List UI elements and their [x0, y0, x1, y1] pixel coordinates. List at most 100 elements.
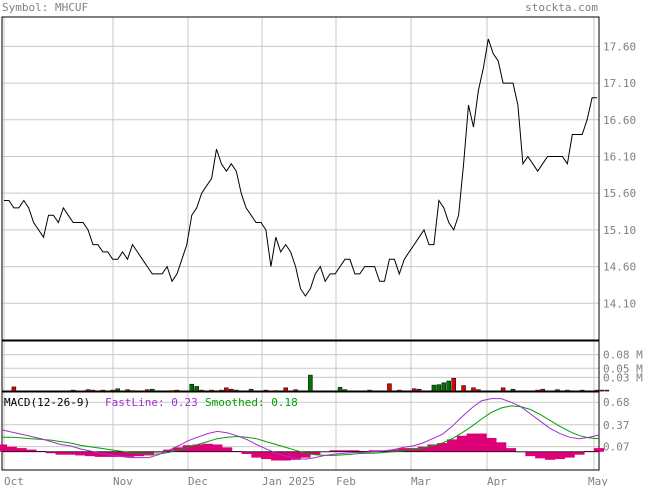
panel-border — [1, 340, 600, 392]
volume-bar-down — [411, 388, 417, 392]
volume-bar-down — [70, 389, 76, 392]
macd-hist-bar — [535, 451, 546, 459]
macd-hist-bar — [84, 451, 96, 457]
volume-bar-down — [273, 390, 279, 392]
macd-hist-bar — [505, 448, 517, 452]
macd-hist-bar — [124, 451, 135, 457]
macd-hist-bar — [231, 451, 243, 452]
macd-hist-bar — [0, 444, 8, 452]
macd-hist-bar — [153, 451, 164, 453]
volume-bar-up — [248, 388, 254, 392]
macd-hist-bar — [476, 433, 487, 452]
macd-hist-bar — [349, 450, 360, 452]
site-label[interactable]: stockta.com — [525, 1, 598, 14]
price-line — [4, 38, 597, 297]
macd-hist-bar — [368, 450, 380, 452]
volume-bar-down — [500, 387, 506, 392]
volume-bar-down — [174, 389, 180, 392]
series-lines — [1, 38, 600, 460]
macd-hist-bar — [398, 448, 409, 452]
macd-hist-bar — [261, 451, 272, 460]
macd-hist-bar — [437, 443, 448, 452]
macd-hist-bar — [202, 443, 213, 452]
x-tick-label: May — [588, 475, 608, 486]
macd-fast-label: FastLine: 0.23 — [105, 396, 198, 409]
volume-bar-down — [130, 390, 135, 392]
volume-bar-up — [510, 388, 516, 392]
volume-bar-down — [476, 389, 481, 392]
macd-hist-bar — [310, 451, 321, 455]
volume-bar-down — [451, 378, 456, 392]
macd-hist-bar — [221, 447, 233, 452]
volume-tick-label: 0.03 M — [603, 371, 643, 384]
volume-bar-down — [416, 388, 422, 392]
macd-hist-bar — [554, 451, 565, 460]
macd-hist-bar — [339, 450, 350, 452]
volume-bar-up — [189, 383, 195, 392]
macd-hist-bar — [94, 451, 106, 457]
macd-hist-bar — [36, 451, 47, 452]
volume-bar-up — [125, 389, 130, 392]
x-tick-label: Oct — [4, 475, 24, 486]
macd-hist-bar — [251, 451, 262, 458]
x-tick-label: Nov — [113, 475, 133, 486]
macd-hist-bar — [212, 444, 223, 452]
volume-bar-up — [308, 374, 313, 392]
volume-bar-down — [535, 389, 540, 392]
axis-labels: Oct Nov Dec Jan 2025 Feb Mar Apr May 17.60 17.10 1… — [4, 40, 643, 488]
volume-bar-down — [540, 388, 545, 392]
volume-bar-down — [90, 389, 96, 392]
volume-bar-up — [446, 380, 451, 392]
price-tick-label: 14.10 — [603, 297, 636, 310]
macd-hist-bar — [133, 451, 145, 457]
macd-hist-bar — [75, 451, 86, 456]
panel-borders — [1, 16, 600, 471]
price-tick-label: 15.60 — [603, 187, 636, 200]
volume-tick-label: 0.05 M — [603, 362, 643, 375]
macd-fast-line — [1, 398, 600, 460]
volume-bar-up — [115, 388, 120, 392]
volume-bar-down — [461, 385, 466, 392]
macd-hist-bar — [16, 448, 27, 452]
macd-tick-label: 0.37 — [603, 419, 630, 432]
volume-bar-up — [436, 384, 442, 392]
macd-hist-bar — [447, 439, 458, 452]
macd-hist-bar — [173, 447, 184, 452]
x-tick-label: Feb — [336, 475, 356, 486]
volume-bar-down — [283, 387, 288, 392]
macd-hist-bar — [45, 451, 57, 454]
macd-hist-bar — [270, 451, 282, 461]
price-tick-label: 15.10 — [603, 224, 636, 237]
macd-tick-label: 0.68 — [603, 396, 630, 409]
volume-bar-down — [11, 386, 17, 392]
volume-bar-down — [110, 389, 115, 392]
volume-bar-down — [565, 389, 570, 392]
macd-smooth-label: Smoothed: 0.18 — [205, 396, 298, 409]
volume-bar-down — [219, 389, 224, 392]
volume-bar-up — [579, 389, 585, 392]
volume-bar-up — [431, 384, 437, 392]
x-tick-label: Dec — [188, 475, 208, 486]
volume-bar-down — [604, 389, 610, 392]
volume-bar-up — [342, 389, 348, 392]
volume-bar-down — [599, 389, 605, 392]
volume-bar-up — [337, 387, 343, 392]
macd-hist-bar — [55, 451, 66, 455]
macd-hist-bar — [241, 451, 252, 454]
macd-hist-bar — [192, 444, 203, 452]
macd-hist-bar — [456, 435, 468, 452]
macd-hist-bar — [290, 451, 301, 460]
x-tick-label: Apr — [487, 475, 507, 486]
volume-bars — [11, 374, 610, 392]
volume-bar-down — [367, 389, 372, 392]
volume-bar-down — [234, 389, 239, 392]
volume-bar-up — [194, 386, 199, 392]
volume-bar-down — [397, 389, 402, 392]
price-tick-label: 16.10 — [603, 150, 636, 163]
macd-hist-bar — [417, 446, 428, 452]
macd-hist-bar — [329, 450, 340, 452]
volume-bar-down — [387, 383, 392, 392]
x-tick-label: Jan 2025 — [262, 475, 315, 486]
macd-hist-bar — [300, 451, 311, 458]
